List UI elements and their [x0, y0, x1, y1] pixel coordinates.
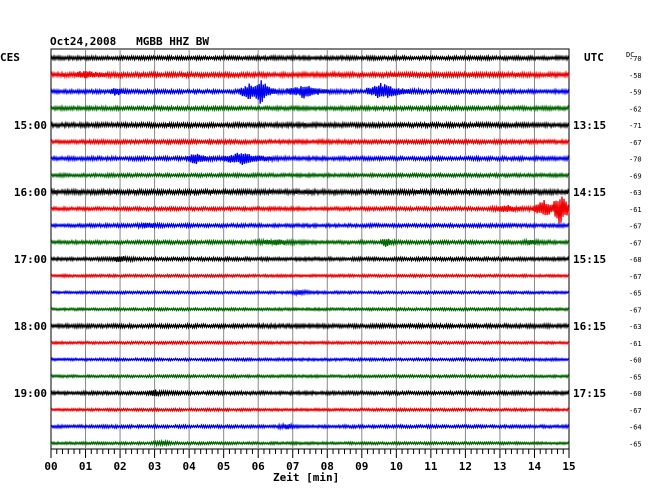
x-tick-label: 13 [493, 460, 506, 473]
seismic-trace-11 [50, 221, 570, 231]
seismic-trace-20 [50, 373, 570, 380]
seismic-trace-16 [50, 306, 570, 313]
left-time-label: 18:00 [14, 320, 47, 333]
seismic-trace-3 [50, 80, 570, 104]
x-tick-label: 06 [252, 460, 266, 473]
seismic-trace-24 [50, 438, 570, 448]
seismic-trace-12 [50, 237, 570, 247]
x-tick-label: 03 [148, 460, 161, 473]
x-tick-label: 09 [355, 460, 368, 473]
left-time-label: 19:00 [14, 387, 47, 400]
seismic-trace-19 [50, 356, 570, 363]
dc-offset-label: -71 [629, 122, 642, 130]
dc-offset-label: -60 [629, 390, 642, 398]
dc-offset-label: -63 [629, 323, 642, 331]
dc-offset-label: -70 [629, 55, 642, 63]
dc-offset-label: -64 [629, 424, 642, 432]
seismic-trace-5 [50, 120, 570, 130]
x-tick-label: 10 [390, 460, 403, 473]
seismic-trace-17 [50, 321, 570, 331]
dc-offset-label: -62 [629, 105, 642, 113]
seismic-trace-21 [50, 388, 570, 398]
dc-offset-label: -65 [629, 373, 642, 381]
seismic-trace-23 [50, 421, 570, 431]
seismic-trace-13 [50, 254, 570, 264]
dc-offset-label: -60 [629, 357, 642, 365]
x-tick-label: 07 [286, 460, 299, 473]
dc-offset-label: -65 [629, 290, 642, 298]
x-tick-label: 01 [79, 460, 93, 473]
dc-offset-label: -59 [629, 89, 642, 97]
dc-offset-label: -61 [629, 206, 642, 214]
seismic-trace-10 [50, 196, 570, 224]
seismic-trace-1 [50, 53, 570, 63]
right-time-label: 14:15 [573, 186, 606, 199]
x-tick-label: 05 [217, 460, 230, 473]
left-timezone-label: CES [0, 51, 20, 64]
x-tick-label: 00 [44, 460, 57, 473]
dc-offset-label: -58 [629, 72, 642, 80]
dc-offset-label: -67 [629, 306, 642, 314]
dc-offset-label: -67 [629, 139, 642, 147]
x-tick-label: 12 [459, 460, 472, 473]
seismic-trace-2 [50, 70, 570, 80]
seismic-trace-18 [50, 340, 570, 346]
dc-offset-label: -68 [629, 256, 642, 264]
seismic-trace-9 [50, 187, 570, 197]
seismic-trace-15 [50, 288, 570, 298]
x-tick-label: 14 [528, 460, 542, 473]
right-time-label: 16:15 [573, 320, 606, 333]
left-time-label: 15:00 [14, 119, 47, 132]
x-tick-label: 04 [183, 460, 197, 473]
seismic-trace-22 [50, 406, 570, 413]
seismic-trace-7 [50, 152, 570, 166]
x-tick-label: 02 [113, 460, 126, 473]
right-time-label: 13:15 [573, 119, 606, 132]
dc-offset-label: -67 [629, 273, 642, 281]
x-tick-label: 15 [562, 460, 575, 473]
axis-layer: 15:00 16:00 17:00 18:00 19:00 13:15 14:15 15:15… [14, 55, 642, 473]
dc-offset-label: -67 [629, 223, 642, 231]
x-axis-label: Zeit [min] [273, 471, 339, 484]
dc-offset-label: -67 [629, 407, 642, 415]
seismic-trace-14 [50, 272, 570, 279]
dc-offset-label: -70 [629, 156, 642, 164]
left-time-label: 17:00 [14, 253, 47, 266]
chart-title: Oct24,2008 MGBB HHZ BW [50, 35, 209, 48]
dc-offset-label: -61 [629, 340, 642, 348]
right-time-label: 15:15 [573, 253, 606, 266]
dc-offset-label: -67 [629, 239, 642, 247]
x-tick-label: 08 [321, 460, 334, 473]
dc-header-label: DC [626, 51, 634, 59]
grid-layer [50, 48, 570, 450]
seismic-trace-6 [50, 137, 570, 146]
dc-offset-label: -65 [629, 440, 642, 448]
dc-offset-label: -69 [629, 172, 642, 180]
x-tick-label: 11 [424, 460, 438, 473]
seismic-trace-4 [50, 104, 570, 113]
left-time-label: 16:00 [14, 186, 47, 199]
dc-offset-label: -63 [629, 189, 642, 197]
right-time-label: 17:15 [573, 387, 606, 400]
seismic-trace-8 [50, 171, 570, 179]
trace-layer [50, 53, 570, 448]
right-timezone-label: UTC [584, 51, 604, 64]
